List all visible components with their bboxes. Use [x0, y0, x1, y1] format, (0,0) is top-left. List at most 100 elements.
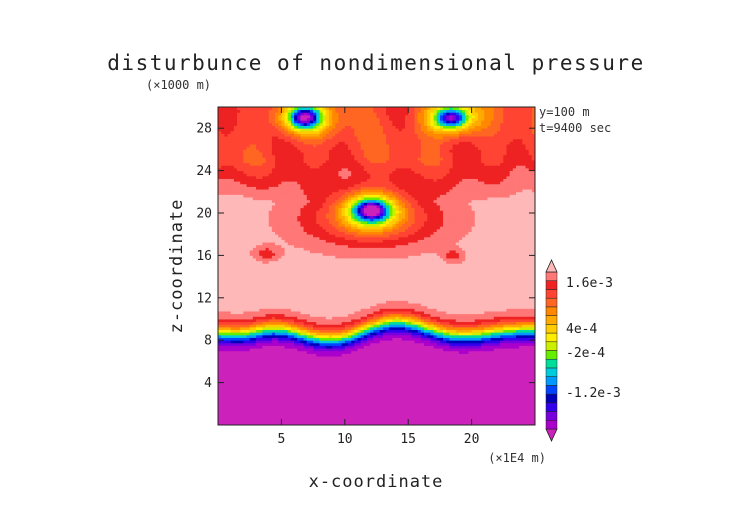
heatmap-cell — [493, 311, 498, 315]
heatmap-cell — [487, 393, 492, 397]
heatmap-cell — [458, 406, 463, 410]
heatmap-cell — [313, 332, 317, 336]
heatmap-cell — [484, 398, 488, 402]
heatmap-cell — [474, 300, 479, 304]
heatmap-cell — [237, 364, 241, 368]
heatmap-cell — [465, 297, 469, 301]
heatmap-cell — [268, 350, 273, 354]
heatmap-cell — [306, 382, 311, 386]
heatmap-cell — [439, 329, 444, 333]
heatmap-cell — [443, 379, 447, 383]
heatmap-cell — [458, 356, 463, 360]
heatmap-cell — [512, 348, 517, 352]
heatmap-cell — [221, 395, 225, 399]
heatmap-cell — [338, 337, 343, 341]
heatmap-cell — [376, 316, 381, 320]
heatmap-cell — [382, 350, 387, 354]
heatmap-cell — [424, 422, 428, 426]
heatmap-cell — [455, 350, 460, 354]
heatmap-cell — [322, 374, 327, 378]
heatmap-cell — [332, 313, 336, 317]
heatmap-cell — [474, 390, 479, 394]
heatmap-cell — [522, 372, 526, 376]
heatmap-cell — [319, 311, 324, 315]
heatmap-cell — [309, 300, 314, 304]
heatmap-cell — [237, 379, 241, 383]
heatmap-cell — [509, 382, 514, 386]
heatmap-cell — [424, 324, 428, 328]
heatmap-cell — [322, 385, 327, 389]
heatmap-cell — [474, 398, 479, 402]
heatmap-cell — [360, 382, 365, 386]
heatmap-cell — [443, 366, 447, 370]
heatmap-cell — [265, 313, 270, 317]
heatmap-cell — [528, 387, 533, 391]
heatmap-cell — [284, 350, 289, 354]
heatmap-cell — [341, 403, 346, 407]
heatmap-cell — [424, 326, 428, 330]
heatmap-cell — [430, 364, 434, 368]
heatmap-cell — [427, 422, 431, 426]
heatmap-cell — [309, 374, 314, 378]
heatmap-cell — [309, 398, 314, 402]
heatmap-cell — [240, 358, 244, 362]
heatmap-cell — [392, 305, 396, 309]
heatmap-cell — [354, 319, 358, 323]
heatmap-cell — [300, 326, 304, 330]
heatmap-cell — [243, 417, 247, 421]
heatmap-cell — [436, 358, 441, 362]
heatmap-cell — [347, 300, 352, 304]
heatmap-cell — [373, 366, 377, 370]
heatmap-cell — [417, 324, 422, 328]
heatmap-cell — [417, 308, 422, 312]
heatmap-cell — [275, 356, 279, 360]
heatmap-cell — [284, 356, 289, 360]
heatmap-cell — [240, 422, 244, 426]
heatmap-cell — [243, 313, 247, 317]
heatmap-cell — [430, 379, 434, 383]
heatmap-cell — [227, 409, 232, 413]
heatmap-cell — [268, 369, 273, 373]
heatmap-cell — [347, 326, 352, 330]
heatmap-cell — [398, 297, 403, 301]
heatmap-cell — [493, 411, 498, 415]
heatmap-cell — [436, 342, 441, 346]
heatmap-cell — [351, 319, 355, 323]
heatmap-cell — [341, 319, 346, 323]
heatmap-cell — [351, 311, 355, 315]
heatmap-cell — [433, 417, 438, 421]
heatmap-cell — [414, 406, 419, 410]
heatmap-cell — [341, 342, 346, 346]
heatmap-cell — [233, 340, 238, 344]
heatmap-cell — [262, 319, 266, 323]
heatmap-cell — [490, 324, 495, 328]
heatmap-cell — [249, 377, 254, 381]
heatmap-cell — [452, 369, 457, 373]
heatmap-cell — [452, 417, 457, 421]
heatmap-cell — [430, 311, 434, 315]
heatmap-cell — [519, 379, 523, 383]
heatmap-cell — [347, 393, 352, 397]
heatmap-cell — [481, 387, 485, 391]
heatmap-cell — [240, 372, 244, 376]
heatmap-cell — [500, 342, 504, 346]
heatmap-cell — [490, 321, 495, 325]
heatmap-cell — [379, 379, 384, 383]
heatmap-cell — [449, 303, 453, 307]
heatmap-cell — [268, 353, 273, 357]
heatmap-cell — [265, 395, 270, 399]
heatmap-cell — [322, 348, 327, 352]
heatmap-cell — [468, 414, 472, 418]
heatmap-cell — [237, 350, 241, 354]
heatmap-cell — [465, 398, 469, 402]
heatmap-cell — [281, 319, 285, 323]
heatmap-cell — [303, 414, 308, 418]
heatmap-cell — [224, 398, 228, 402]
heatmap-cell — [259, 334, 263, 338]
heatmap-cell — [392, 345, 396, 349]
heatmap-cell — [443, 313, 447, 317]
heatmap-cell — [271, 377, 276, 381]
heatmap-cell — [433, 358, 438, 362]
heatmap-cell — [420, 406, 425, 410]
heatmap-cell — [405, 340, 409, 344]
